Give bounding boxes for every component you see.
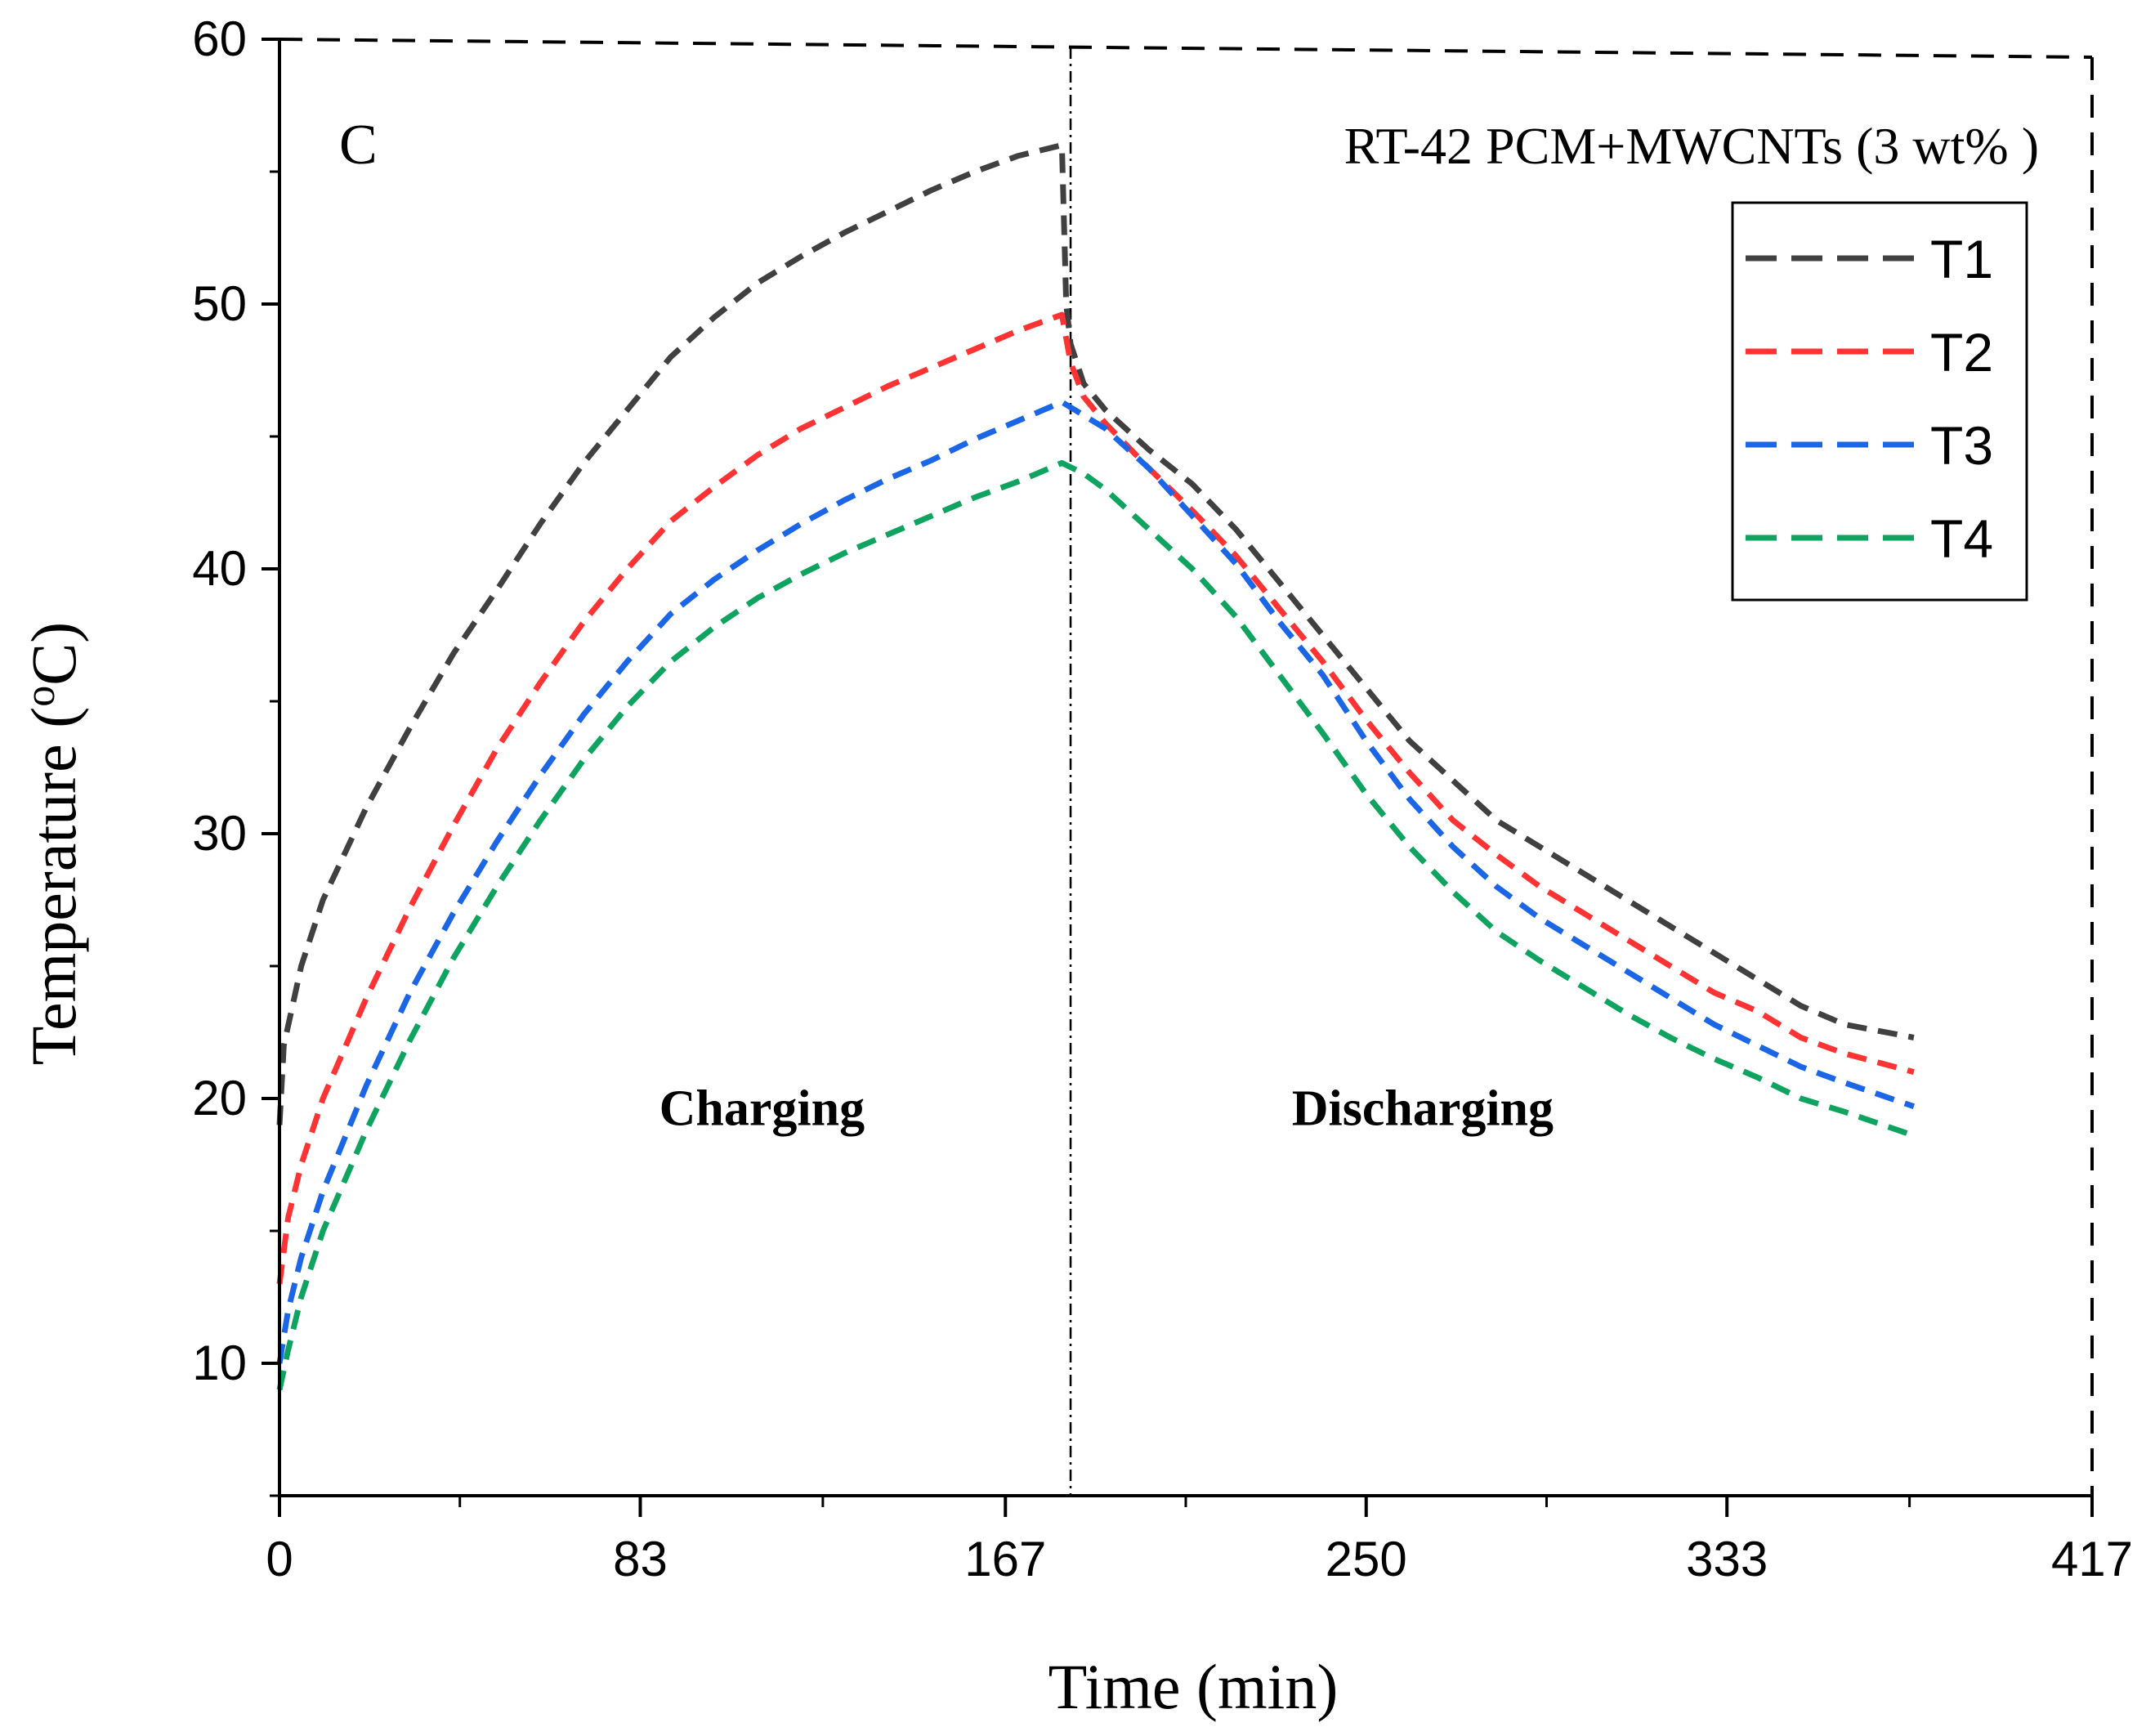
- annotations: C RT-42 PCM+MWCNTs (3 wt% ) Time (min) T…: [17, 114, 2039, 1722]
- phase-label-charging: Charging: [659, 1081, 865, 1136]
- y-tick-label: 10: [192, 1336, 247, 1390]
- x-tick-label: 333: [1686, 1532, 1768, 1586]
- series-line-t1: [276, 142, 1915, 1125]
- chart-subtitle: RT-42 PCM+MWCNTs (3 wt% ): [1344, 117, 2039, 175]
- series-line-t3: [276, 399, 1916, 1364]
- x-axis-title: Time (min): [1048, 1651, 1339, 1722]
- x-tick-label: 0: [266, 1532, 293, 1586]
- y-axis-title-superscript: o: [17, 686, 64, 707]
- y-tick-label: 60: [192, 11, 247, 66]
- y-tick-label: 20: [192, 1071, 247, 1125]
- plot-frame: [279, 38, 2094, 1496]
- series-line-t4: [276, 459, 1916, 1391]
- y-axis-title: Temperature (oC): [17, 622, 89, 1065]
- series-group: [276, 142, 1916, 1391]
- legend-label-t2: T2: [1930, 322, 1993, 383]
- legend: T1 T2 T3 T4: [1731, 201, 2028, 602]
- x-tick-label: 250: [1326, 1532, 1407, 1586]
- frame-top-dashed: [279, 38, 2093, 59]
- series-line-t2: [276, 311, 1915, 1285]
- x-tick-label: 167: [964, 1532, 1046, 1586]
- legend-label-t3: T3: [1930, 415, 1993, 476]
- panel-label: C: [339, 114, 378, 177]
- y-axis-title-main: Temperature (: [18, 707, 89, 1065]
- x-tick-label: 417: [2051, 1532, 2133, 1586]
- legend-label-t1: T1: [1930, 229, 1993, 289]
- axes: 0 83 167 250 333 417 10 20 30 40 50 60: [192, 11, 2133, 1586]
- legend-box: [1731, 201, 2028, 602]
- y-axis-title-end: C): [18, 622, 89, 686]
- y-tick-label: 50: [192, 276, 247, 331]
- y-tick-label: 40: [192, 541, 247, 596]
- y-tick-label: 30: [192, 806, 247, 861]
- phase-label-discharging: Discharging: [1292, 1081, 1554, 1136]
- legend-label-t4: T4: [1930, 508, 1993, 569]
- x-tick-label: 83: [613, 1532, 668, 1586]
